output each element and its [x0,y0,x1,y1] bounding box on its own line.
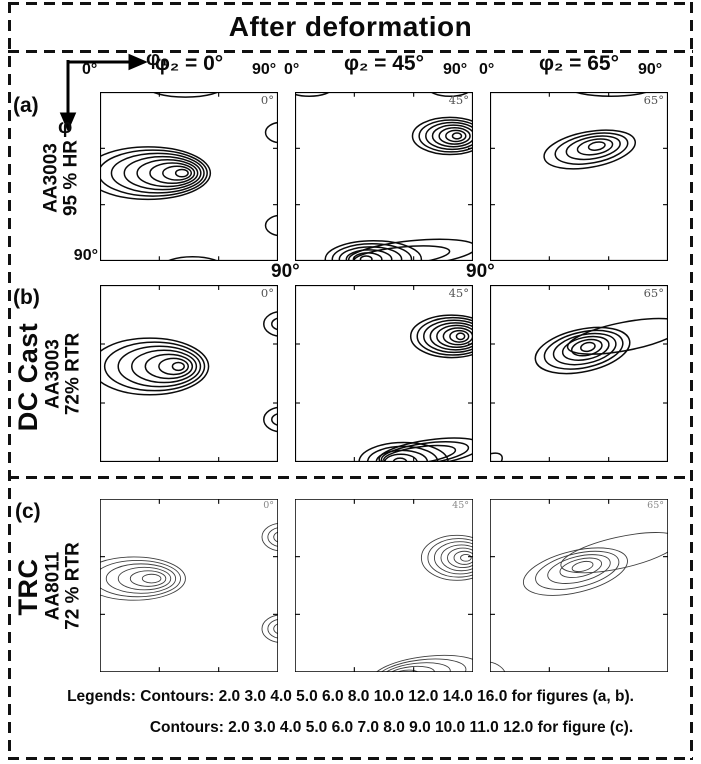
col2-xmin-label: 0° [284,61,300,78]
odf-plot-b-phi2-45: 45° [295,285,473,462]
row-c-material-label: AA8011 72 % RTR [42,542,83,630]
col2-phi2-title: φ₂ = 45° [343,52,425,75]
row-b-condition: 72% RTR [62,332,83,416]
panel-c-label: (c) [15,500,41,523]
separator-sections [8,476,693,479]
plot-corner-label: 45° [448,286,469,300]
odf-plot-b-phi2-0: 0° [100,285,278,462]
figure-border-right [690,2,693,760]
legend-line-2: Contours: 2.0 3.0 4.0 5.0 6.0 7.0 8.0 9.… [149,719,634,736]
odf-plot-b-phi2-65: 65° [490,285,668,462]
row-a-ymax-label-1: 90° [73,247,98,264]
col1-xmax-label: 90° [252,61,277,78]
phi1-axis-label: φ₁ [146,48,169,70]
col3-phi2-title: φ₂ = 65° [538,52,620,75]
row-a-condition: 95 % HR [60,139,81,217]
phi-arrowhead-icon [59,112,77,132]
col1-xmin-label: 0° [82,61,98,78]
figure-border-left [8,2,11,760]
plot-corner-label: 65° [647,500,664,511]
row-a-material: AA3003 [40,143,62,213]
odf-plot-a-phi2-45: 45° [295,92,473,261]
odf-plot-a-phi2-0: 0° [100,92,278,261]
col2-xmax-label: 90° [443,61,468,78]
phi-axis-label: φ [58,116,73,138]
odf-plot-c-phi2-0: 0° [100,499,278,672]
plot-corner-label: 0° [263,500,274,511]
odf-plot-a-phi2-65: 65° [490,92,668,261]
odf-plot-c-phi2-45: 45° [295,499,473,672]
row-b-material-label: AA3003 72% RTR [42,332,83,416]
col3-xmin-label: 0° [479,61,495,78]
col1-phi2-title: φ₂ = 0° [154,52,224,75]
figure-border-bottom [8,757,693,760]
row-b-group-label: DC Cast [12,322,43,432]
phi1-arrowhead-icon [128,53,148,71]
figure-border-top [8,2,693,5]
row-c-condition: 72 % RTR [62,542,83,630]
row-a-ymax-label-3: 90° [466,261,495,282]
row-c-group-label: TRC [12,558,43,616]
odf-plot-c-phi2-65: 65° [490,499,668,672]
panel-b-label: (b) [13,286,40,309]
plot-corner-label: 65° [643,93,664,107]
legend-line-1: Legends: Contours: 2.0 3.0 4.0 5.0 6.0 8… [67,688,634,705]
plot-corner-label: 45° [452,500,469,511]
panel-a-label: (a) [13,94,39,117]
separator-title [8,50,693,53]
row-a-material-label: AA3003 95 % HR [40,139,81,217]
figure-title: After deformation [228,11,473,42]
axes-arrows [59,53,148,132]
row-a-ymax-label-2: 90° [271,261,300,282]
col3-xmax-label: 90° [638,61,663,78]
plot-corner-label: 0° [260,286,274,300]
plot-corner-label: 0° [260,93,274,107]
row-c-material: AA8011 [42,551,64,621]
plot-corner-label: 65° [643,286,664,300]
row-b-material: AA3003 [42,339,64,409]
plot-corner-label: 45° [448,93,469,107]
